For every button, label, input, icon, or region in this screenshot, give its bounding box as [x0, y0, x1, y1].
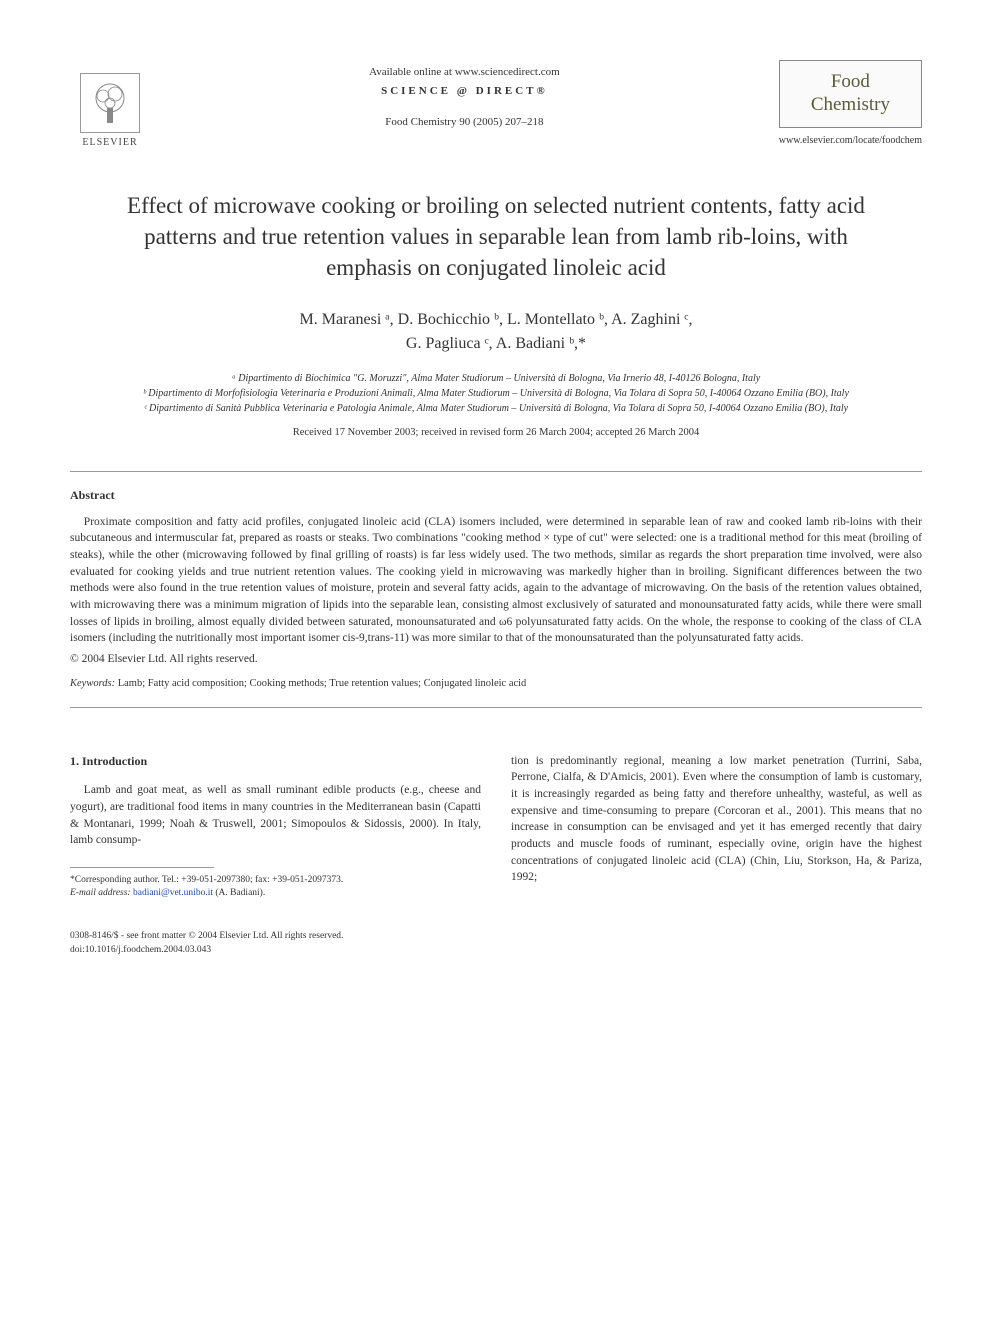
issn-line: 0308-8146/$ - see front matter © 2004 El… — [70, 930, 922, 943]
footnote-rule — [70, 867, 214, 868]
affiliation-a: ᵃ Dipartimento di Biochimica "G. Moruzzi… — [110, 371, 882, 386]
intro-para-right: tion is predominantly regional, meaning … — [511, 753, 922, 886]
intro-para-left: Lamb and goat meat, as well as small rum… — [70, 782, 481, 849]
page-footer: 0308-8146/$ - see front matter © 2004 El… — [70, 930, 922, 957]
rule-before-abstract — [70, 471, 922, 472]
email-label: E-mail address: — [70, 888, 133, 898]
article-dates: Received 17 November 2003; received in r… — [70, 426, 922, 441]
header-row: ELSEVIER Available online at www.science… — [70, 60, 922, 150]
available-online-text: Available online at www.sciencedirect.co… — [369, 65, 560, 80]
journal-box: Food Chemistry — [779, 60, 922, 128]
rule-after-keywords — [70, 707, 922, 708]
authors-line1: M. Maranesi ᵃ, D. Bochicchio ᵇ, L. Monte… — [70, 308, 922, 332]
keywords-label: Keywords: — [70, 678, 115, 689]
sciencedirect-logo: SCIENCE @ DIRECT® — [381, 84, 548, 99]
intro-right-column: tion is predominantly regional, meaning … — [511, 753, 922, 901]
authors-block: M. Maranesi ᵃ, D. Bochicchio ᵇ, L. Monte… — [70, 308, 922, 356]
elsevier-label: ELSEVIER — [82, 136, 137, 150]
affiliations-block: ᵃ Dipartimento di Biochimica "G. Moruzzi… — [110, 371, 882, 416]
affiliation-b: ᵇ Dipartimento di Morfofisiologia Veteri… — [110, 386, 882, 401]
email-line: E-mail address: badiani@vet.unibo.it (A.… — [70, 887, 481, 900]
abstract-heading: Abstract — [70, 487, 922, 504]
journal-name-line1: Food — [794, 71, 907, 94]
journal-reference: Food Chemistry 90 (2005) 207–218 — [385, 115, 543, 130]
keywords-line: Keywords: Lamb; Fatty acid composition; … — [70, 677, 922, 692]
doi-line: doi:10.1016/j.foodchem.2004.03.043 — [70, 944, 922, 957]
introduction-columns: 1. Introduction Lamb and goat meat, as w… — [70, 753, 922, 901]
email-address[interactable]: badiani@vet.unibo.it — [133, 888, 213, 898]
journal-url: www.elsevier.com/locate/foodchem — [779, 134, 922, 148]
email-suffix: (A. Badiani). — [213, 888, 265, 898]
elsevier-tree-icon — [80, 73, 140, 133]
journal-box-wrapper: Food Chemistry www.elsevier.com/locate/f… — [779, 60, 922, 148]
abstract-body: Proximate composition and fatty acid pro… — [70, 514, 922, 647]
article-title: Effect of microwave cooking or broiling … — [100, 190, 892, 283]
intro-left-column: 1. Introduction Lamb and goat meat, as w… — [70, 753, 481, 901]
keywords-text: Lamb; Fatty acid composition; Cooking me… — [115, 678, 526, 689]
abstract-copyright: © 2004 Elsevier Ltd. All rights reserved… — [70, 651, 922, 667]
affiliation-c: ᶜ Dipartimento di Sanità Pubblica Veteri… — [110, 401, 882, 416]
introduction-heading: 1. Introduction — [70, 753, 481, 770]
header-center: Available online at www.sciencedirect.co… — [150, 60, 779, 130]
journal-name-line2: Chemistry — [794, 94, 907, 117]
elsevier-logo: ELSEVIER — [70, 60, 150, 150]
corresponding-author-note: *Corresponding author. Tel.: +39-051-209… — [70, 874, 481, 887]
footnotes-block: *Corresponding author. Tel.: +39-051-209… — [70, 874, 481, 901]
authors-line2: G. Pagliuca ᶜ, A. Badiani ᵇ,* — [70, 332, 922, 356]
